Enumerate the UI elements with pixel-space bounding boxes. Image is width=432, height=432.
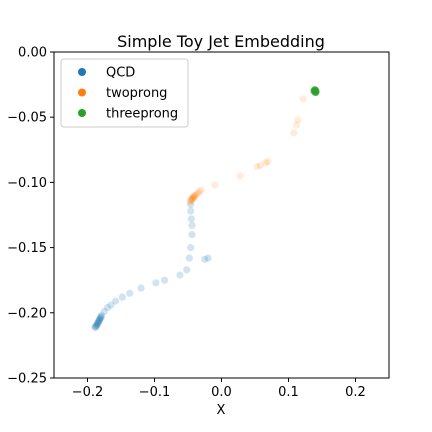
chart-title: Simple Toy Jet Embedding	[117, 32, 325, 51]
qcd-point	[94, 318, 102, 326]
twoprong-point	[256, 161, 264, 170]
legend-marker-twoprong	[78, 88, 86, 97]
twoprong-point	[262, 159, 270, 167]
twoprong-point	[197, 186, 205, 194]
qcd-point	[92, 322, 100, 330]
qcd-point	[104, 303, 112, 312]
qcd-point	[118, 293, 126, 301]
threeprong-point	[311, 86, 319, 94]
x-tick-label: 0.0	[211, 385, 232, 400]
x-tick-label: −0.1	[139, 385, 171, 400]
y-tick-label: −0.25	[7, 372, 47, 387]
y-tick-label: −0.10	[7, 176, 47, 191]
qcd-point	[112, 297, 120, 305]
x-axis-label: X	[217, 403, 226, 418]
qcd-point	[126, 289, 134, 297]
twoprong-point	[193, 190, 201, 198]
twoprong-point	[191, 191, 199, 200]
qcd-point	[183, 266, 191, 274]
y-axis-ticks: 0.00 −0.05 −0.10 −0.15 −0.20 −0.25	[7, 46, 54, 387]
qcd-point	[97, 314, 105, 322]
twoprong-point	[194, 189, 202, 197]
twoprong-point	[191, 191, 199, 200]
x-axis-ticks: −0.2 −0.1 0.0 0.1 0.2	[72, 378, 366, 400]
qcd-point	[91, 323, 99, 331]
qcd-point	[97, 313, 105, 321]
twoprong-point	[187, 197, 195, 205]
twoprong-point	[253, 163, 261, 171]
legend-label-qcd: QCD	[106, 66, 135, 81]
twoprong-point	[187, 195, 195, 203]
twoprong-point	[188, 194, 196, 202]
qcd-point	[187, 215, 195, 223]
legend: QCD twoprong threeprong	[60, 58, 189, 128]
legend-label-twoprong: twoprong	[106, 86, 167, 101]
twoprong-point	[292, 121, 301, 129]
qcd-point	[187, 207, 195, 215]
qcd-point	[187, 200, 195, 209]
qcd-point	[201, 255, 209, 263]
twoprong-point	[299, 95, 307, 103]
y-tick-label: −0.15	[7, 241, 47, 256]
qcd-point	[95, 317, 104, 325]
legend-label-threeprong: threeprong	[106, 107, 178, 122]
qcd-point	[185, 254, 193, 262]
qcd-point	[93, 320, 101, 329]
qcd-point	[95, 315, 104, 323]
qcd-point	[187, 244, 195, 252]
twoprong-point	[189, 194, 197, 202]
twoprong-point	[294, 116, 302, 124]
twoprong-point	[190, 194, 198, 202]
twoprong-point	[186, 198, 194, 206]
twoprong-point	[189, 195, 197, 203]
twoprong-point	[195, 187, 203, 196]
twoprong-point	[264, 157, 272, 166]
twoprong-point	[187, 197, 195, 205]
qcd-point	[95, 317, 103, 325]
twoprong-point	[236, 172, 244, 180]
qcd-point	[137, 284, 145, 292]
x-tick-label: 0.2	[345, 385, 366, 400]
twoprong-point	[211, 181, 219, 189]
twoprong-point	[290, 129, 298, 137]
qcd-point	[93, 319, 102, 327]
x-tick-label: 0.1	[278, 385, 299, 400]
y-tick-label: −0.20	[7, 306, 47, 321]
qcd-point	[91, 323, 100, 331]
legend-frame	[60, 58, 189, 128]
legend-marker-qcd	[78, 68, 86, 76]
qcd-point	[204, 254, 212, 262]
qcd-point	[100, 307, 108, 316]
points-layer	[91, 86, 320, 331]
twoprong-point	[190, 193, 198, 201]
y-tick-label: −0.05	[7, 111, 47, 126]
qcd-point	[96, 314, 104, 322]
qcd-point	[152, 279, 160, 287]
qcd-point	[188, 221, 196, 230]
qcd-point	[188, 230, 196, 239]
legend-marker-threeprong	[78, 109, 86, 117]
qcd-point	[97, 311, 106, 320]
qcd-point	[94, 319, 102, 327]
qcd-point	[160, 276, 169, 284]
qcd-point	[176, 271, 184, 279]
qcd-point	[93, 322, 101, 330]
twoprong-point	[189, 193, 197, 201]
qcd-point	[107, 301, 115, 309]
y-tick-label: 0.00	[18, 46, 47, 61]
x-tick-label: −0.2	[72, 385, 104, 400]
